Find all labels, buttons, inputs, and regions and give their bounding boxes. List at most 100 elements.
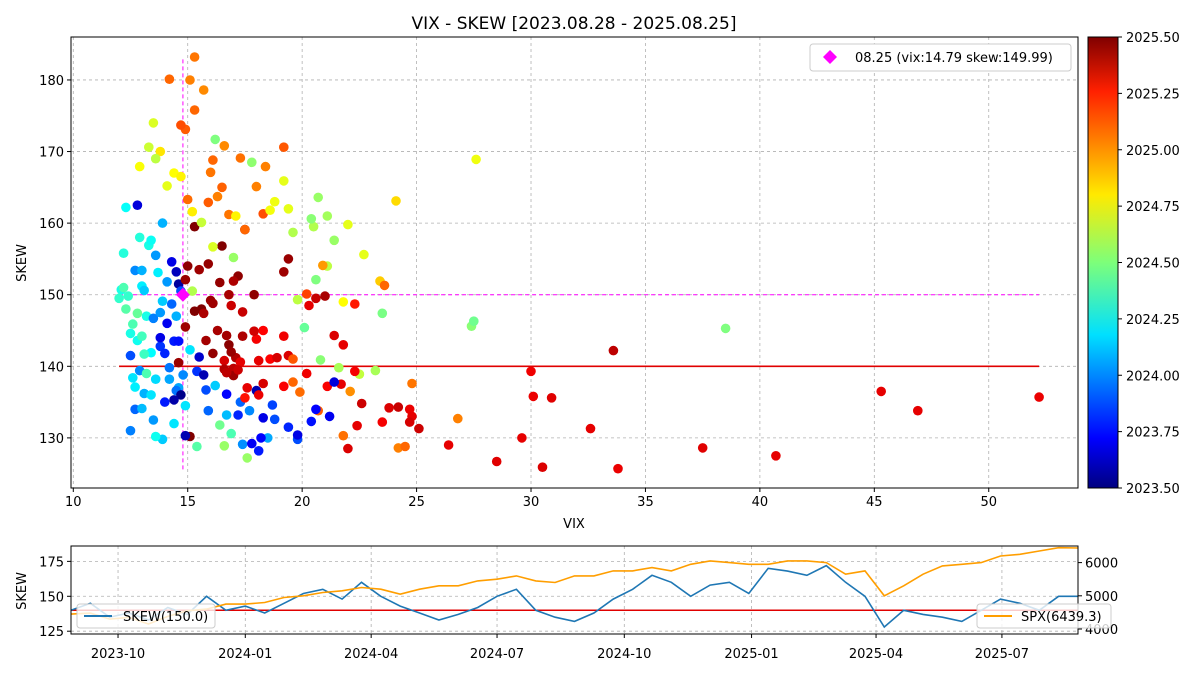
scatter-point bbox=[198, 370, 209, 380]
scatter-point bbox=[121, 304, 131, 314]
scatter-point bbox=[171, 267, 182, 277]
x-tick-label: 20 bbox=[294, 495, 311, 510]
scatter-point bbox=[125, 350, 136, 361]
scatter-point bbox=[320, 291, 330, 301]
skew-series-line bbox=[70, 564, 1078, 629]
scatter-point bbox=[221, 389, 232, 400]
ts-x-tick-label: 2025-07 bbox=[975, 647, 1029, 662]
scatter-point bbox=[169, 395, 179, 405]
ts-x-tick-label: 2025-04 bbox=[849, 647, 903, 662]
scatter-point bbox=[377, 417, 388, 427]
timeseries-left-y-ticks: 125 150 175 bbox=[39, 555, 71, 640]
scatter-point bbox=[155, 146, 166, 157]
scatter-point bbox=[453, 413, 463, 424]
scatter-point bbox=[247, 157, 257, 168]
latest-point bbox=[175, 287, 190, 302]
scatter-point bbox=[443, 440, 454, 450]
scatter-point bbox=[343, 443, 353, 454]
scatter-point bbox=[697, 443, 708, 453]
scatter-point bbox=[192, 441, 202, 452]
skew-legend-box bbox=[76, 603, 216, 629]
timeseries-x-ticks: 2023-10 2024-01 2024-04 2024-07 2024-10 2025-… bbox=[91, 634, 1029, 662]
scatter-point bbox=[263, 433, 273, 443]
colorbar-ticks: 2023.50 2023.75 2024.00 2024.25 2024.50 2024.… bbox=[1118, 31, 1180, 497]
scatter-point bbox=[125, 425, 136, 436]
scatter-point bbox=[162, 181, 172, 191]
scatter-point bbox=[322, 211, 333, 221]
scatter-point bbox=[226, 428, 236, 439]
scatter-point bbox=[146, 390, 156, 400]
scatter-point bbox=[329, 235, 340, 246]
scatter-point bbox=[253, 355, 264, 366]
scatter-point bbox=[182, 261, 193, 271]
scatter-point bbox=[137, 331, 147, 342]
scatter-point bbox=[185, 75, 195, 85]
scatter-point bbox=[404, 417, 415, 427]
scatter-point bbox=[237, 439, 248, 450]
ts-left-y-tick-label: 125 bbox=[39, 625, 64, 640]
scatter-point bbox=[146, 235, 156, 246]
y-tick-label: 170 bbox=[39, 146, 64, 161]
scatter-point bbox=[244, 405, 255, 416]
scatter-point bbox=[308, 221, 319, 232]
scatter-point bbox=[205, 167, 216, 178]
scatter-point bbox=[301, 368, 312, 379]
scatter-point bbox=[189, 221, 200, 232]
scatter-point bbox=[537, 462, 548, 473]
timeseries-lines bbox=[70, 546, 1079, 629]
scatter-point bbox=[471, 154, 481, 165]
scatter-grid bbox=[71, 37, 1078, 488]
scatter-point bbox=[141, 368, 152, 379]
scatter-point bbox=[212, 191, 223, 202]
scatter-point bbox=[288, 377, 298, 387]
scatter-point bbox=[208, 242, 218, 252]
scatter-point bbox=[311, 293, 321, 304]
x-tick-label: 10 bbox=[65, 495, 82, 510]
scatter-point bbox=[155, 341, 166, 352]
skew-legend: SKEW(150.0) bbox=[76, 603, 216, 629]
scatter-point bbox=[356, 398, 367, 409]
scatter-point bbox=[134, 161, 145, 172]
scatter-point bbox=[288, 227, 298, 238]
scatter-point bbox=[469, 316, 479, 327]
scatter-point bbox=[162, 318, 172, 329]
scatter-point bbox=[176, 390, 186, 400]
scatter-point bbox=[292, 430, 303, 440]
scatter-plot-frame bbox=[70, 36, 1079, 489]
scatter-point bbox=[350, 299, 360, 309]
scatter-point bbox=[185, 345, 195, 355]
y-tick-label: 130 bbox=[39, 432, 64, 447]
scatter-point bbox=[210, 134, 220, 145]
scatter-point bbox=[242, 453, 252, 463]
scatter-point bbox=[134, 232, 145, 243]
scatter-point bbox=[334, 362, 344, 373]
scatter-point bbox=[315, 355, 326, 365]
scatter-point bbox=[279, 381, 289, 392]
colorbar bbox=[1087, 36, 1119, 489]
scatter-point bbox=[118, 282, 129, 293]
scatter-point bbox=[130, 265, 140, 276]
scatter-point bbox=[187, 206, 198, 217]
scatter-point bbox=[208, 155, 218, 165]
colorbar-tick-label: 2024.00 bbox=[1126, 369, 1180, 384]
scatter-point bbox=[208, 298, 218, 309]
scatter-point bbox=[160, 348, 170, 359]
ts-x-tick-label: 2024-01 bbox=[218, 647, 272, 662]
scatter-point bbox=[150, 250, 161, 261]
scatter-point bbox=[585, 423, 596, 434]
scatter-point bbox=[171, 311, 182, 322]
spx-legend: SPX(6439.3) bbox=[976, 603, 1112, 629]
scatter-point bbox=[913, 405, 923, 416]
scatter-point bbox=[237, 307, 248, 317]
x-tick-label: 40 bbox=[752, 495, 769, 510]
scatter-point bbox=[217, 182, 227, 193]
colorbar-tick-label: 2024.25 bbox=[1126, 313, 1180, 328]
scatter-point bbox=[377, 308, 388, 319]
skew-legend-label: SKEW(150.0) bbox=[123, 610, 208, 625]
x-tick-label: 30 bbox=[523, 495, 540, 510]
timeseries-plot-frame bbox=[70, 545, 1079, 635]
x-tick-label: 50 bbox=[980, 495, 997, 510]
scatter-point bbox=[251, 334, 262, 344]
scatter-point bbox=[173, 336, 184, 347]
